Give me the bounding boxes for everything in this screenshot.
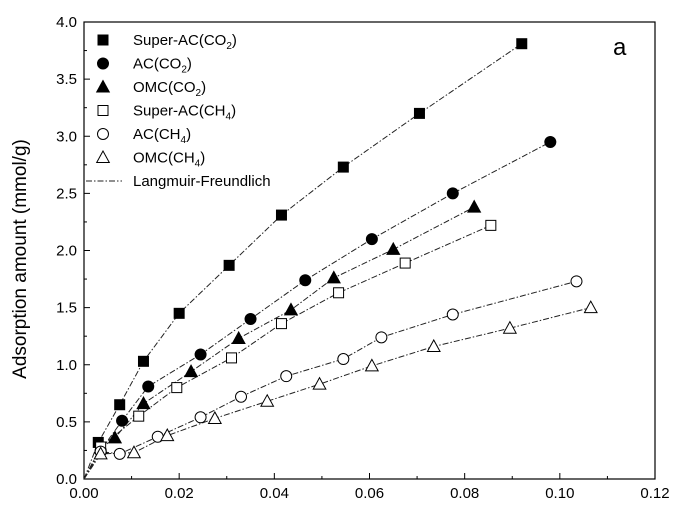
- data-point: [337, 353, 350, 366]
- legend-marker: [97, 34, 109, 46]
- legend-marker: [97, 57, 109, 70]
- data-point: [570, 275, 583, 288]
- data-point: [446, 187, 459, 200]
- data-point: [516, 38, 528, 50]
- y-tick-label: 0.5: [56, 414, 77, 431]
- x-tick-label: 0.12: [640, 485, 669, 502]
- data-point: [126, 445, 142, 459]
- data-point: [137, 355, 149, 367]
- axes: 0.00 0.02 0.04 0.06 0.08 0.10 0.12 0.0 0.5 1.0 1.5…: [56, 14, 669, 502]
- y-tick-label: 2.0: [56, 243, 77, 260]
- y-tick-label: 0.0: [56, 471, 77, 488]
- x-tick-label: 0.00: [69, 485, 98, 502]
- data-point: [502, 320, 518, 334]
- data-point: [446, 308, 459, 321]
- fit-curve: [83, 307, 591, 480]
- y-tick-label: 2.5: [56, 185, 77, 202]
- legend-label: AC(CO2): [133, 56, 192, 76]
- data-point: [207, 410, 222, 424]
- data-point: [399, 257, 411, 269]
- data-point: [183, 364, 199, 378]
- legend-label: Super-AC(CO2): [133, 32, 237, 52]
- x-tick-label: 0.06: [355, 485, 384, 502]
- legend-marker: [95, 149, 111, 163]
- data-point: [226, 352, 238, 364]
- data-point: [426, 338, 441, 352]
- data-point: [171, 382, 183, 394]
- x-tick-label: 0.04: [260, 485, 289, 502]
- legend-label: Super-AC(CH4): [133, 103, 236, 123]
- data-point: [283, 302, 299, 316]
- data-point: [365, 233, 378, 246]
- data-point: [114, 399, 126, 411]
- x-tick-label: 0.02: [165, 485, 194, 502]
- data-point: [136, 396, 151, 410]
- data-point: [485, 219, 497, 231]
- x-tick-label: 0.08: [450, 485, 479, 502]
- data-point: [364, 358, 380, 372]
- legend-label: AC(CH4): [133, 126, 191, 146]
- legend-marker: [97, 128, 109, 140]
- data-point: [583, 300, 598, 314]
- data-point: [413, 107, 425, 119]
- data-point: [333, 287, 345, 299]
- data-point: [337, 161, 349, 173]
- y-tick-label: 1.5: [56, 300, 77, 317]
- data-point: [133, 410, 145, 422]
- data-point: [386, 241, 401, 255]
- data-point: [194, 348, 207, 361]
- data-point: [280, 370, 293, 383]
- fit-curve: [83, 141, 551, 480]
- legend-marker: [95, 79, 111, 93]
- fit-curve: [83, 224, 492, 480]
- y-tick-label: 3.5: [56, 71, 77, 88]
- data-point: [113, 447, 126, 460]
- x-tick-label: 0.10: [545, 485, 574, 502]
- data-point: [223, 259, 235, 271]
- panel-label: a: [613, 34, 627, 61]
- data-point: [375, 331, 388, 344]
- y-tick-label: 4.0: [56, 14, 77, 31]
- data-point: [107, 430, 123, 444]
- y-tick-label: 1.0: [56, 357, 77, 374]
- data-point: [275, 209, 287, 221]
- data-point: [275, 318, 287, 330]
- data-point: [326, 270, 341, 284]
- data-markers: [92, 38, 598, 460]
- data-point: [260, 393, 275, 407]
- data-point: [142, 380, 155, 393]
- data-point: [544, 135, 557, 148]
- data-point: [173, 307, 185, 319]
- legend-label: OMC(CO2): [133, 79, 206, 99]
- fit-curve: [83, 206, 475, 480]
- legend-marker: [97, 105, 109, 116]
- data-point: [299, 274, 312, 287]
- data-point: [231, 330, 246, 344]
- y-tick-label: 3.0: [56, 128, 77, 145]
- legend: Super-AC(CO2) AC(CO2) OMC(CO2) Super-AC(CH4…: [86, 32, 271, 190]
- data-point: [194, 411, 207, 424]
- data-point: [244, 313, 257, 326]
- data-point: [160, 428, 175, 442]
- data-point: [93, 446, 108, 460]
- data-point: [467, 199, 482, 213]
- fit-curve: [83, 43, 523, 480]
- data-point: [312, 376, 327, 390]
- y-axis-title: Adsorption amount (mmol/g): [10, 139, 31, 379]
- data-point: [116, 414, 129, 427]
- legend-label: OMC(CH4): [133, 150, 205, 170]
- legend-fit-label: Langmuir-Freundlich: [133, 173, 271, 190]
- data-point: [235, 390, 248, 403]
